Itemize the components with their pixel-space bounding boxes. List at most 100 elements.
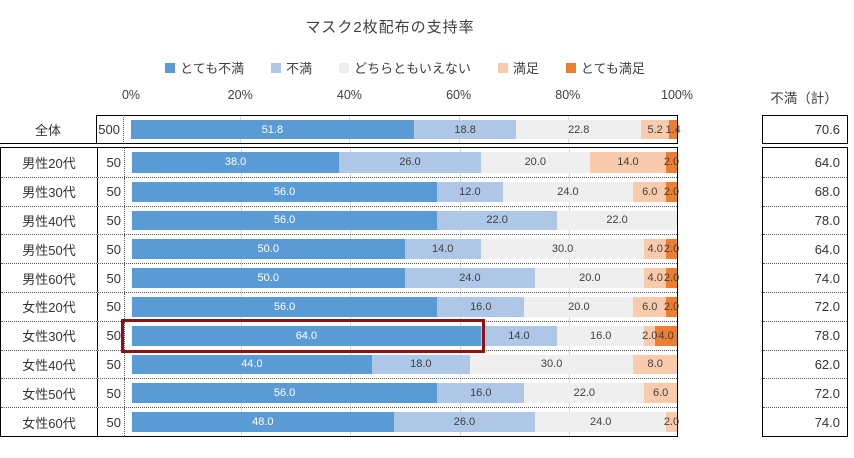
dissatisfied-total-value: 72.0 [763,378,847,407]
row-sample-size: 50 [97,264,125,292]
bar-segment-とても満足: 2.0 [664,181,679,202]
segment-value-label: 16.0 [589,329,612,342]
segment-value-label: 14.0 [508,329,530,342]
bar-segment-不満: 26.0 [339,152,481,173]
segment-value-label: 20.0 [579,272,601,285]
bar-segment-どちらともいえない: 22.8 [516,120,641,139]
row-label: 女性50代 [22,386,76,402]
row-label: 男性30代 [22,185,76,201]
total-row-block: 全体 500 51.8 18.8 22.8 5.2 1.4 [0,115,681,144]
stacked-bar: 56.0 16.0 20.0 6.0 2.0 [132,296,680,317]
bar-segment-満足: 6.0 [644,383,677,404]
row-sample-size: 50 [97,148,125,177]
x-axis-tick: 60% [446,88,472,102]
segment-value-label: 56.0 [273,214,296,227]
table-row: 女性20代 50 56.0 16.0 20.0 6.0 2.0 [1,291,680,321]
bar-segment-どちらともいえない: 24.0 [502,181,634,202]
row-label: 女性40代 [22,357,76,373]
bar-segment-満足: 2.0 [664,412,679,432]
segment-value-label: 8.0 [647,358,663,371]
row-bar-area: 56.0 16.0 20.0 6.0 2.0 [125,292,680,321]
segment-value-label: 12.0 [459,185,481,198]
stacked-bar: 48.0 26.0 24.0 2.0 [132,412,679,432]
segment-value-label: 2.0 [642,329,658,342]
dissatisfied-total-value: 74.0 [763,407,847,436]
segment-value-label: 26.0 [453,416,476,429]
row-label: 男性40代 [22,213,76,229]
bar-segment-不満: 22.0 [437,210,558,231]
bar-segment-満足: 2.0 [642,325,658,346]
legend-swatch-icon [497,62,508,73]
bar-segment-とても満足: 1.4 [666,120,681,139]
row-bar-area: 38.0 26.0 20.0 14.0 2.0 [125,148,679,177]
segment-value-label: 2.0 [663,300,680,313]
stacked-bar: 44.0 18.0 30.0 8.0 [132,354,677,375]
dissatisfied-total-value: 64.0 [763,234,847,263]
bar-segment-不満: 16.0 [437,383,525,404]
stacked-bar: 64.0 14.0 16.0 2.0 4.0 [132,325,677,346]
segment-value-label: 6.0 [652,387,669,400]
bar-segment-どちらともいえない: 24.0 [535,412,667,432]
segment-value-label: 48.0 [252,416,274,429]
bar-segment-とても不満: 50.0 [132,268,405,288]
x-axis: 0% 20% 40% 60% 80% 100% [122,88,693,106]
table-row: 男性30代 50 56.0 12.0 24.0 6.0 2.0 [1,176,679,206]
segment-value-label: 2.0 [663,272,680,285]
segment-value-label: 16.0 [470,387,492,400]
legend-label: とても不満 [180,61,245,76]
bar-segment-不満: 12.0 [437,181,503,202]
table-row: 女性30代 50 64.0 14.0 16.0 2.0 4.0 [1,318,677,353]
bar-segment-不満: 26.0 [393,412,536,432]
segment-value-label: 56.0 [273,300,296,313]
bar-segment-どちらともいえない: 22.0 [557,210,677,231]
dissatisfied-total-value: 78.0 [763,205,847,235]
segment-value-label: 22.0 [486,214,508,227]
stacked-bar: 50.0 14.0 30.0 4.0 2.0 [132,239,680,260]
segment-value-label: 44.0 [241,358,263,371]
table-row: 全体 500 51.8 18.8 22.8 5.2 1.4 [0,115,681,144]
row-label: 男性60代 [22,271,76,287]
bar-segment-満足: 8.0 [633,354,677,375]
bar-segment-どちらともいえない: 20.0 [524,296,634,317]
segment-value-label: 56.0 [273,387,296,400]
segment-value-label: 16.0 [470,300,492,313]
bar-segment-どちらともいえない: 20.0 [480,152,590,173]
bar-segment-とても不満: 48.0 [132,412,394,432]
bar-segment-とても不満: 56.0 [132,181,438,202]
row-label: 女性60代 [22,415,76,431]
bar-segment-不満: 16.0 [437,296,525,317]
bar-segment-満足: 4.0 [644,268,667,288]
dissatisfied-total-table: 70.6 64.0 68.0 78.0 64.0 74.0 72.0 78.0 62.0 72.… [762,115,848,437]
dissatisfied-total-value: 68.0 [763,176,847,206]
bar-segment-満足: 14.0 [589,152,667,173]
row-bar-area: 50.0 14.0 30.0 4.0 2.0 [125,235,680,264]
bar-segment-どちらともいえない: 20.0 [535,268,645,288]
bar-segment-とても不満: 38.0 [132,152,340,173]
bar-segment-とても満足: 2.0 [663,296,680,317]
legend-swatch-icon [271,62,282,73]
legend: とても不満 不満 どちらともいえない 満足 とても満足 [0,58,810,77]
bar-segment-とても不満: 51.8 [131,120,414,139]
bar-segment-どちらともいえない: 30.0 [469,354,634,375]
row-bar-area: 48.0 26.0 24.0 2.0 [125,408,679,436]
stacked-bar: 56.0 12.0 24.0 6.0 2.0 [132,181,679,202]
legend-label: 満足 [512,61,539,76]
legend-label: とても満足 [580,61,645,76]
bar-segment-とても不満: 56.0 [132,210,438,231]
chart-title: マスク2枚配布の支持率 [305,19,475,36]
segment-value-label: 2.0 [663,243,680,256]
segment-value-label: 4.0 [658,329,674,342]
row-bar-area: 56.0 12.0 24.0 6.0 2.0 [125,177,679,206]
dissatisfied-total-value: 64.0 [814,154,840,170]
bar-segment-満足: 4.0 [644,239,667,260]
row-bar-area: 56.0 16.0 22.0 6.0 [125,379,677,408]
legend-label: 不満 [286,61,313,76]
x-axis-tick: 100% [661,88,693,102]
legend-label: どちらともいえない [354,61,471,76]
bar-segment-とても不満: 44.0 [132,354,372,375]
segment-value-label: 26.0 [399,156,421,169]
bar-segment-とても不満: 50.0 [132,239,405,260]
row-sample-size: 50 [97,321,125,350]
row-label: 男性20代 [22,155,76,171]
bar-segment-不満: 14.0 [404,239,481,260]
